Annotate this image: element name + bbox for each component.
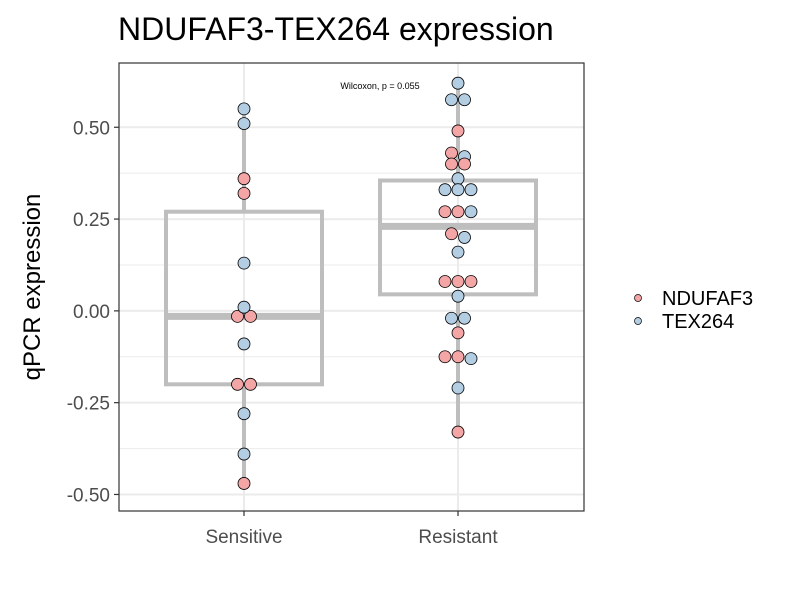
y-tick-label: 0.25 <box>73 210 110 231</box>
legend-key-ndufaf3 <box>634 294 642 302</box>
point-ndufaf3 <box>244 309 257 323</box>
x-axis: Sensitive Resistant <box>205 511 498 548</box>
point-tex264 <box>451 76 465 90</box>
data-points <box>231 76 478 490</box>
point-ndufaf3 <box>445 157 458 171</box>
point-ndufaf3 <box>438 350 452 364</box>
point-ndufaf3 <box>438 205 452 219</box>
point-tex264 <box>237 407 251 421</box>
y-tick-label: 0.00 <box>73 302 110 323</box>
point-ndufaf3 <box>451 425 465 439</box>
point-ndufaf3 <box>237 477 251 490</box>
point-tex264 <box>458 93 471 107</box>
point-ndufaf3 <box>244 377 257 391</box>
point-tex264 <box>464 183 478 197</box>
box-iqr <box>164 209 324 387</box>
point-tex264 <box>237 256 251 270</box>
point-ndufaf3 <box>231 377 244 391</box>
point-tex264 <box>237 102 251 116</box>
point-tex264 <box>237 117 251 130</box>
point-ndufaf3 <box>237 172 251 186</box>
point-tex264 <box>451 381 465 395</box>
point-ndufaf3 <box>445 227 458 241</box>
chart-title: NDUFAF3-TEX264 expression <box>118 11 554 47</box>
point-tex264 <box>458 311 471 325</box>
point-tex264 <box>464 352 478 366</box>
grid-lines <box>119 63 584 511</box>
point-tex264 <box>464 205 478 219</box>
point-ndufaf3 <box>464 275 478 288</box>
x-tick-label: Sensitive <box>205 527 282 548</box>
point-ndufaf3 <box>451 350 465 364</box>
x-tick-label: Resistant <box>418 527 498 548</box>
point-tex264 <box>237 447 251 461</box>
y-tick-label: -0.25 <box>67 394 110 415</box>
wilcoxon-annotation: Wilcoxon, p = 0.055 <box>340 81 419 91</box>
point-ndufaf3 <box>458 157 471 171</box>
point-ndufaf3 <box>451 275 465 288</box>
point-tex264 <box>445 311 458 325</box>
point-ndufaf3 <box>438 275 452 288</box>
point-tex264 <box>237 300 251 314</box>
point-tex264 <box>458 231 471 244</box>
point-tex264 <box>445 93 458 107</box>
point-ndufaf3 <box>231 309 244 323</box>
y-tick-label: 0.50 <box>73 118 110 139</box>
point-ndufaf3 <box>451 205 465 219</box>
point-tex264 <box>451 183 465 197</box>
point-ndufaf3 <box>445 146 458 160</box>
y-axis-title: qPCR expression <box>19 194 46 381</box>
point-ndufaf3 <box>237 186 251 200</box>
panel-border <box>118 62 585 512</box>
legend-label: NDUFAF3 <box>662 288 753 310</box>
point-tex264 <box>237 337 251 351</box>
point-tex264 <box>438 183 452 197</box>
y-axis: -0.50 -0.25 0.00 0.25 0.50 <box>67 118 119 506</box>
point-tex264 <box>451 289 465 303</box>
y-tick-label: -0.50 <box>67 485 110 506</box>
point-ndufaf3 <box>451 124 465 138</box>
legend-label: TEX264 <box>662 311 734 333</box>
point-ndufaf3 <box>451 326 465 340</box>
legend-key-tex264 <box>634 317 642 325</box>
point-tex264 <box>451 172 465 186</box>
boxplots <box>164 83 538 484</box>
point-tex264 <box>451 245 465 259</box>
